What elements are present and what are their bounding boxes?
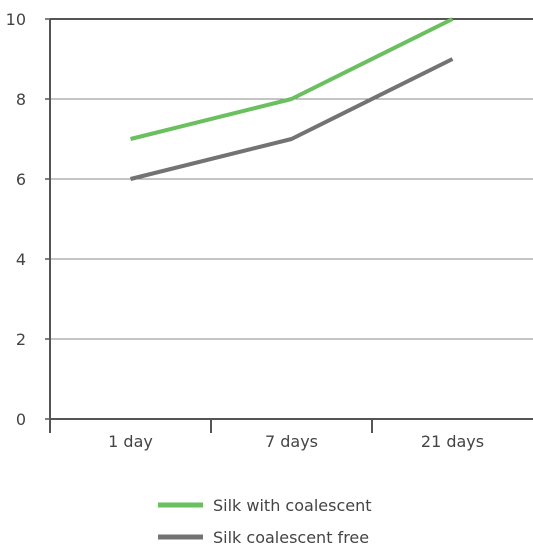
y-axis: 0 2 4 6 8 10 [6, 10, 51, 429]
legend: Silk with coalescent Silk coalescent free [158, 496, 372, 546]
x-tick-label: 7 days [265, 432, 318, 451]
x-tick-label: 21 days [421, 432, 484, 451]
y-tick-label: 6 [16, 170, 26, 189]
series-line-2 [130, 57, 454, 181]
series-line-1 [130, 17, 454, 141]
y-tick-label: 8 [16, 90, 26, 109]
x-axis: 1 day 7 days 21 days [49, 418, 533, 451]
grid-lines [50, 18, 533, 340]
y-tick-label: 0 [16, 410, 26, 429]
y-tick-label: 2 [16, 330, 26, 349]
legend-label: Silk coalescent free [213, 528, 369, 546]
x-tick-label: 1 day [108, 432, 153, 451]
y-tick-label: 10 [6, 10, 26, 29]
legend-label: Silk with coalescent [213, 496, 372, 515]
series-lines [130, 17, 454, 181]
y-tick-label: 4 [16, 250, 26, 269]
